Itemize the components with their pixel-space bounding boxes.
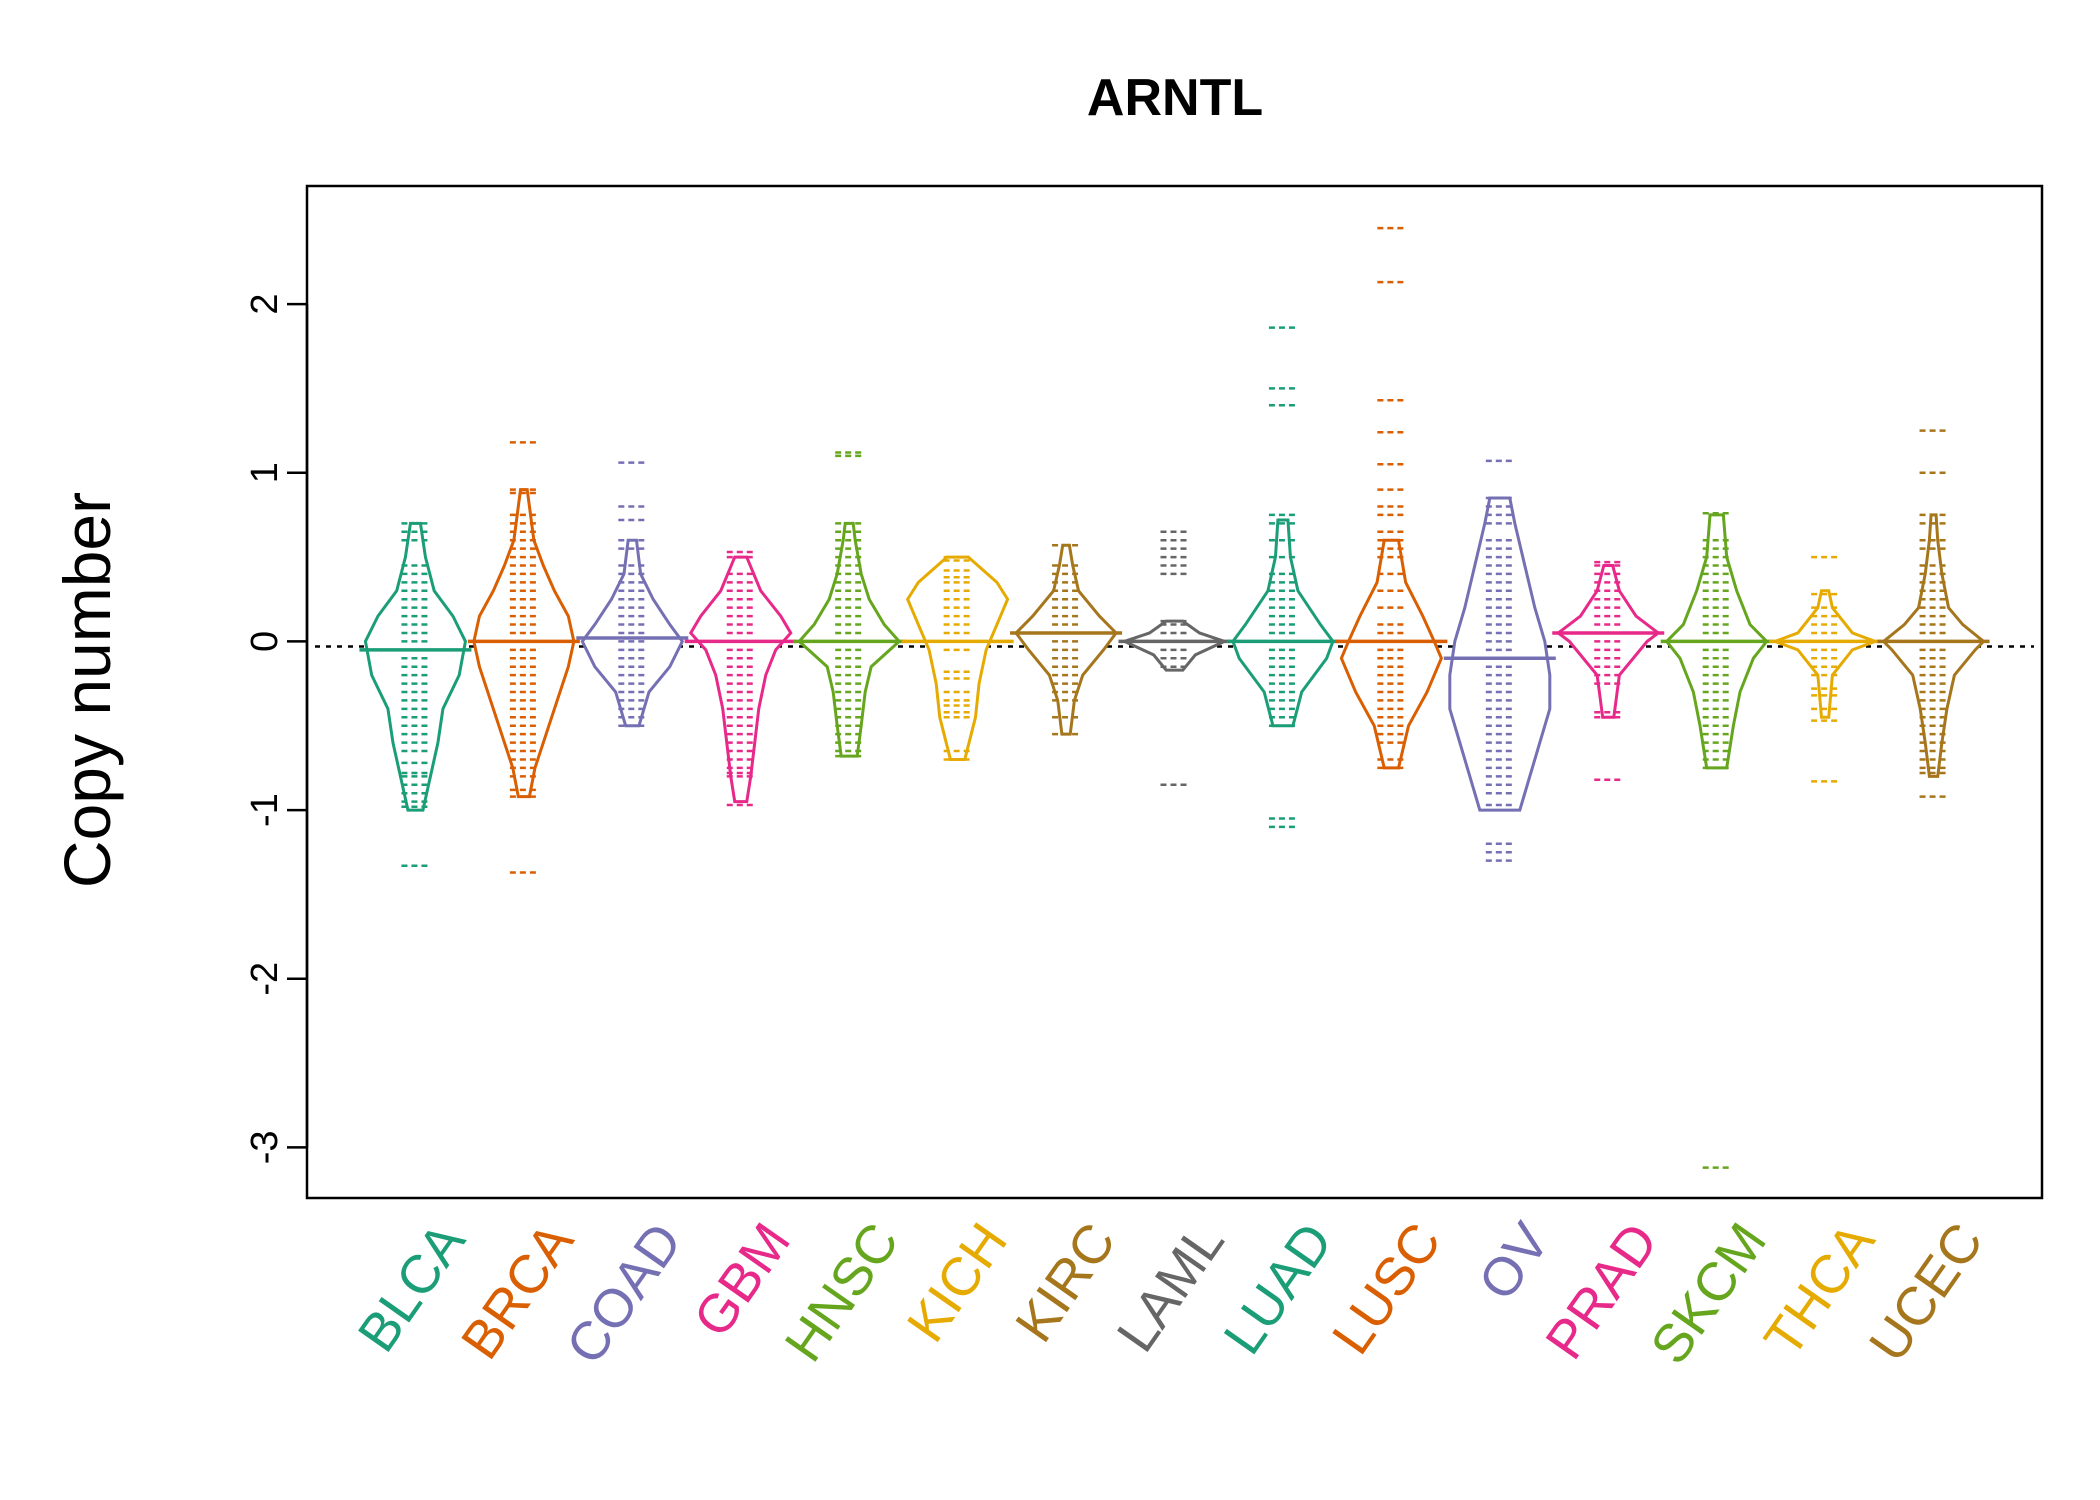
bean-density-ov bbox=[1448, 496, 1552, 812]
bean-luad bbox=[1226, 326, 1339, 829]
x-tick-label-kich: KICH bbox=[896, 1212, 1019, 1352]
bean-coad bbox=[576, 461, 689, 728]
y-tick-label: -1 bbox=[244, 793, 286, 827]
bean-density-luad bbox=[1231, 518, 1335, 728]
bean-gbm bbox=[684, 550, 797, 807]
bean-lusc bbox=[1335, 226, 1448, 770]
bean-hnsc bbox=[793, 451, 906, 758]
bean-prad bbox=[1552, 560, 1665, 781]
x-tick-label-coad: COAD bbox=[555, 1212, 694, 1374]
y-tick-label: 1 bbox=[244, 462, 286, 483]
bean-laml bbox=[1118, 530, 1231, 787]
x-tick-label-ov: OV bbox=[1467, 1212, 1561, 1310]
bean-ov bbox=[1443, 459, 1556, 862]
y-tick-label: -2 bbox=[244, 962, 286, 996]
bean-density-laml bbox=[1120, 619, 1229, 672]
plot-frame bbox=[305, 184, 2044, 1200]
bean-kirc bbox=[1010, 543, 1123, 736]
x-tick-label-lusc: LUSC bbox=[1321, 1212, 1453, 1364]
x-tick-label-laml: LAML bbox=[1106, 1212, 1236, 1362]
x-tick-label-ucec: UCEC bbox=[1858, 1212, 1995, 1372]
x-tick-label-skcm: SKCM bbox=[1639, 1212, 1778, 1374]
y-tick-label: -3 bbox=[244, 1131, 286, 1165]
chart-title: ARNTL bbox=[1087, 69, 1263, 127]
y-tick-label: 2 bbox=[244, 293, 286, 314]
bean-brca bbox=[467, 441, 580, 874]
bean-density-thca bbox=[1770, 589, 1880, 719]
bean-density-gbm bbox=[688, 555, 793, 804]
beans-layer bbox=[359, 226, 1990, 1169]
y-tick-label: 0 bbox=[244, 631, 286, 652]
bean-ucec bbox=[1877, 429, 1990, 798]
x-tick-label-kirc: KIRC bbox=[1004, 1212, 1127, 1352]
bean-density-ucec bbox=[1881, 513, 1986, 778]
x-tick-label-luad: LUAD bbox=[1212, 1212, 1344, 1364]
bean-density-kich bbox=[905, 555, 1010, 761]
bean-blca bbox=[359, 521, 472, 867]
bean-thca bbox=[1769, 555, 1882, 783]
bean-skcm bbox=[1660, 511, 1773, 1169]
y-axis-label: Copy number bbox=[50, 492, 124, 888]
x-tick-label-hnsc: HNSC bbox=[774, 1212, 911, 1372]
y-axis: -3 -2 -1 0 1 2 bbox=[244, 293, 309, 1165]
bean-kich bbox=[901, 555, 1014, 761]
